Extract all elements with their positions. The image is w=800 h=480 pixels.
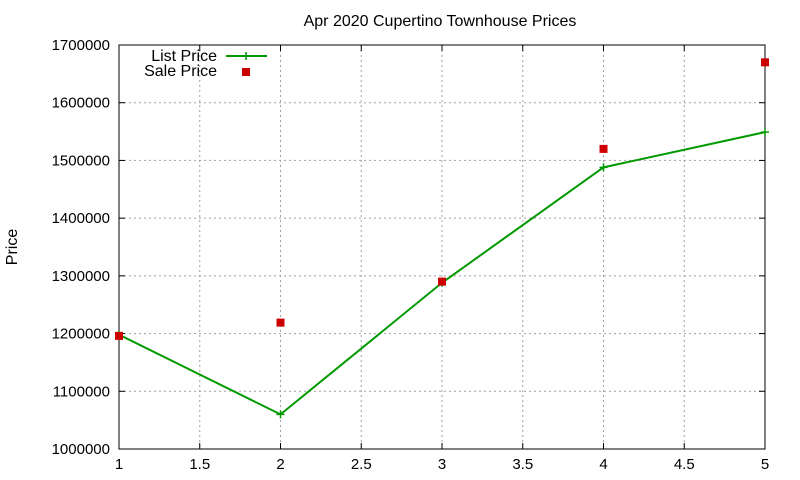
legend-marker-list-price [242, 52, 250, 60]
y-tick-label: 1100000 [53, 383, 110, 400]
legend-label-list-price: List Price [151, 48, 217, 65]
x-tick-label: 2 [276, 456, 284, 473]
legend-label-sale-price: Sale Price [144, 63, 217, 80]
x-tick-label: 2.5 [351, 456, 372, 473]
y-tick-label: 1000000 [52, 441, 110, 458]
sale-price-point [599, 144, 608, 153]
legend-swatch-sale-price [242, 68, 250, 76]
grid [119, 45, 765, 449]
sale-price-point [438, 277, 446, 286]
x-tick-label: 3 [438, 456, 446, 473]
list-price-point [276, 410, 285, 419]
sale-price-point [761, 58, 769, 67]
y-axis-label: Price [4, 229, 21, 266]
x-tick-label: 5 [761, 456, 769, 473]
y-tick-label: 1200000 [52, 326, 110, 343]
y-tick-label: 1500000 [52, 152, 110, 169]
axis-ticks: 1 1.5 2 2.5 3 3.5 4 4.5 5 1000000 1100000 1200000 13… [52, 37, 770, 473]
x-tick-label: 1 [115, 456, 123, 473]
sale-price-point [276, 318, 285, 327]
list-price-point [599, 163, 608, 172]
x-tick-label: 1.5 [189, 456, 210, 473]
y-tick-label: 1300000 [52, 268, 110, 285]
y-tick-label: 1600000 [52, 95, 110, 112]
list-price-line [118, 131, 766, 416]
x-tick-label: 4.5 [674, 456, 695, 473]
list-price-point [761, 128, 769, 137]
y-tick-label: 1700000 [52, 37, 110, 54]
sale-price-point [115, 331, 123, 340]
x-tick-label: 4 [599, 456, 607, 473]
y-tick-label: 1400000 [52, 210, 110, 227]
chart-title: Apr 2020 Cupertino Townhouse Prices [304, 13, 577, 30]
series-group [115, 58, 769, 419]
x-tick-label: 3.5 [512, 456, 533, 473]
